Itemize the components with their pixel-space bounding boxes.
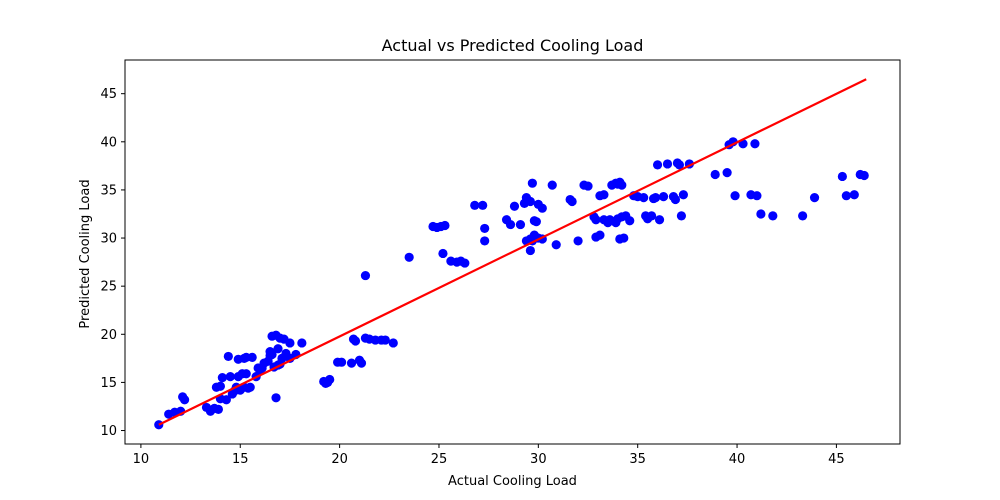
data-point (639, 193, 649, 203)
data-point (478, 200, 488, 210)
data-point (547, 180, 557, 190)
data-point (722, 168, 732, 178)
plot-area: 10 15 20 25 30 35 40 45 10 15 20 25 30 35 40 45 (100, 59, 901, 467)
data-point (515, 219, 526, 230)
data-point (380, 335, 390, 345)
data-point (223, 351, 233, 362)
data-point (662, 159, 673, 169)
data-point (567, 196, 577, 207)
data-point (647, 211, 657, 221)
data-point (241, 369, 251, 379)
data-point (625, 216, 635, 226)
x-tick-label: 15 (232, 452, 249, 467)
data-point (245, 382, 255, 392)
x-tick-label: 35 (629, 452, 646, 467)
data-point (440, 220, 450, 231)
data-point (849, 190, 859, 200)
y-tick-label: 15 (100, 376, 117, 391)
y-tick-label: 10 (100, 424, 117, 439)
data-point (480, 223, 490, 234)
data-point (213, 404, 223, 414)
y-axis-title: Predicted Cooling Load (78, 179, 93, 328)
data-point (404, 252, 414, 262)
data-point (460, 258, 470, 268)
data-point (438, 248, 448, 259)
data-point (470, 200, 480, 210)
y-tick-label: 30 (100, 232, 117, 247)
data-point (285, 338, 295, 348)
data-point (154, 420, 164, 430)
x-tick-label: 10 (133, 452, 150, 467)
data-point (658, 192, 669, 202)
data-point (750, 139, 760, 149)
data-point (350, 336, 361, 346)
data-point (573, 236, 583, 246)
data-point (756, 209, 766, 219)
data-point (654, 215, 665, 225)
data-point (325, 374, 335, 385)
data-point (678, 190, 688, 200)
data-point (221, 395, 231, 405)
data-point (356, 358, 367, 368)
data-point (337, 357, 347, 367)
x-tick-label: 45 (828, 452, 845, 467)
data-point (505, 219, 516, 230)
data-point (527, 178, 537, 188)
data-point (531, 217, 541, 227)
data-point (247, 352, 257, 362)
x-tick-label: 20 (331, 452, 348, 467)
plot-frame (124, 59, 901, 445)
data-point (217, 372, 227, 383)
chart-title: Actual vs Predicted Cooling Load (382, 36, 644, 55)
data-point (525, 245, 535, 256)
data-point (180, 395, 190, 405)
data-point (859, 170, 869, 181)
data-point (809, 193, 820, 203)
data-point (676, 211, 687, 221)
data-point (267, 349, 277, 360)
data-point (551, 240, 561, 250)
data-point (360, 270, 371, 281)
data-point (798, 211, 808, 221)
data-point (509, 201, 520, 211)
data-point (670, 194, 681, 205)
data-point (730, 191, 740, 201)
x-tick-label: 40 (729, 452, 746, 467)
data-point (225, 372, 235, 382)
data-point (619, 233, 629, 243)
x-axis-title: Actual Cooling Load (448, 474, 577, 489)
data-point (480, 236, 490, 246)
y-tick-label: 20 (100, 328, 117, 343)
y-tick-label: 40 (100, 135, 117, 150)
data-point (215, 381, 225, 391)
y-tick-label: 45 (100, 87, 117, 102)
data-point (768, 211, 778, 221)
x-tick-label: 30 (530, 452, 547, 467)
data-point (537, 203, 547, 213)
data-point (841, 191, 851, 201)
x-tick-label: 25 (431, 452, 448, 467)
data-point (595, 230, 605, 240)
data-point (591, 215, 601, 225)
data-point (674, 160, 685, 170)
data-point (710, 169, 720, 180)
y-tick-label: 25 (100, 280, 117, 295)
data-point (271, 393, 281, 403)
data-point (346, 358, 357, 368)
data-point (583, 181, 593, 191)
y-tick-label: 35 (100, 183, 117, 198)
ideal-fit-line (158, 78, 867, 426)
data-point (273, 344, 283, 354)
data-point (650, 193, 661, 203)
data-point (752, 191, 762, 201)
data-point (652, 160, 663, 170)
data-point (837, 171, 847, 182)
data-point (297, 338, 307, 348)
data-point (599, 190, 609, 200)
data-point (525, 196, 535, 207)
data-point (617, 180, 627, 190)
data-point (388, 338, 398, 348)
